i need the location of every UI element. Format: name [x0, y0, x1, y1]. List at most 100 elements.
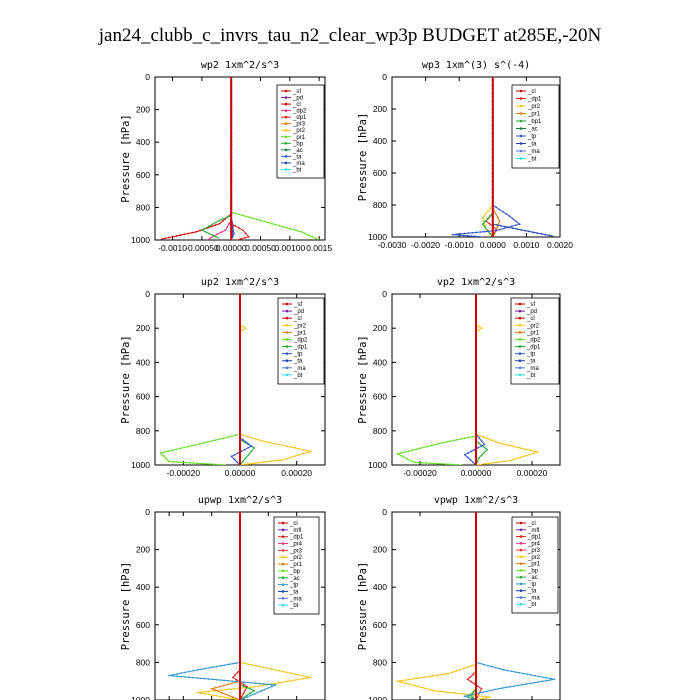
x-tick-label: 0.00000	[216, 243, 247, 253]
series-point_tp	[467, 452, 469, 454]
series-point_tp	[499, 667, 501, 670]
legend-marker	[519, 555, 523, 559]
legend-label: _pr2	[293, 323, 307, 329]
series-point_pr2	[208, 690, 211, 693]
series-point_ac	[249, 688, 252, 691]
series-point_pr2	[465, 693, 467, 696]
series-point_pr1	[221, 692, 224, 694]
legend-marker	[285, 366, 289, 370]
series-point_pr2	[204, 690, 207, 693]
legend-marker	[281, 576, 285, 580]
series-point_tp	[478, 691, 481, 694]
series-point_dp2	[187, 445, 190, 448]
series-point_pr2	[204, 692, 207, 695]
series-point_bp	[215, 221, 217, 224]
series-point_pr2	[233, 687, 235, 690]
series-point_pr2	[528, 449, 531, 452]
series-point_pr2	[482, 697, 484, 700]
series-point_ta	[544, 233, 547, 236]
series-point_pr2	[400, 681, 403, 684]
series-point_ac	[246, 694, 248, 697]
series-line_pr2	[482, 77, 494, 237]
y-tick-label: 800	[136, 426, 150, 436]
series-point_pr2	[451, 671, 453, 674]
legend-label: _bt	[526, 373, 536, 379]
series-point_dp1	[242, 229, 244, 232]
series-point_dp1	[477, 442, 480, 445]
series-point_pr2	[482, 436, 485, 438]
series-point_pr1	[217, 690, 220, 693]
legend-marker	[519, 134, 523, 138]
series-point_pr2	[231, 697, 234, 700]
series-point_pr2	[500, 460, 503, 463]
series-point_pr2	[408, 678, 411, 681]
series-point_pr1	[244, 215, 247, 218]
series-point_tp	[196, 669, 199, 671]
x-tick-label: 0.0015	[306, 243, 332, 253]
y-tick-label: 1000	[131, 695, 150, 700]
panel-2: wp3 1xm^(3) s^(-4) Pressure [hPa] 0 200 400 6…	[357, 60, 573, 250]
series-point_tp	[274, 684, 277, 686]
series-point_tp	[472, 461, 475, 464]
legend-marker	[518, 331, 522, 334]
legend-marker	[284, 168, 288, 171]
legend-marker	[281, 555, 285, 559]
series-point_tp	[506, 669, 509, 672]
legend-label: _ta	[527, 142, 537, 148]
legend-label: _cl	[289, 521, 298, 527]
series-point_ac	[472, 691, 475, 693]
series-point_pr2	[250, 462, 253, 465]
series-point_pr1	[281, 225, 284, 228]
series-point_cl	[187, 232, 190, 235]
series-point_tp	[483, 663, 485, 666]
series-point_tp	[525, 683, 528, 685]
legend-marker	[281, 583, 285, 586]
series-point_pr2	[257, 685, 260, 688]
legend-marker	[281, 535, 285, 538]
series-point_dp1	[242, 683, 245, 686]
series-point_dp2	[216, 233, 219, 235]
series-point_tp	[470, 450, 473, 453]
series-point_pr2	[524, 448, 527, 451]
legend-marker	[285, 331, 289, 334]
legend-marker	[284, 161, 288, 165]
series-point_pr1	[214, 689, 217, 692]
series-point_pr2	[298, 674, 300, 676]
series-point_pr2	[461, 692, 463, 695]
series-point_dp2	[222, 437, 225, 440]
y-tick-label: 400	[136, 137, 150, 147]
series-point_pr2	[508, 459, 511, 462]
series-point_pr2	[257, 439, 260, 441]
series-point_pr1	[210, 687, 213, 690]
series-point_pr2	[286, 671, 289, 674]
series-point_pr2	[219, 695, 222, 698]
series-point_pr2	[420, 686, 423, 689]
series-point_pr2	[293, 455, 296, 458]
series-point_tp	[529, 682, 532, 685]
legend-label: _tp	[526, 352, 536, 358]
series-point_ta	[520, 228, 522, 231]
series-point_dp2	[437, 462, 440, 465]
series-point_dp1	[488, 222, 491, 225]
series-point_tp	[483, 230, 486, 233]
series-point_tp	[498, 208, 501, 211]
series-point_pr1	[278, 224, 281, 227]
series-point_pr2	[497, 441, 500, 444]
series-point_tp	[486, 690, 489, 693]
y-tick-label: 0	[382, 289, 387, 299]
series-point_tp	[479, 662, 481, 665]
y-tick-label: 0	[145, 507, 150, 517]
series-point_dp2	[422, 446, 425, 449]
series-point_pr2	[435, 674, 438, 677]
series-point_pr2	[473, 694, 475, 697]
series-point_dp1	[480, 454, 483, 457]
series-point_ta	[512, 227, 514, 230]
legend-box	[277, 297, 325, 385]
series-point_dp2	[198, 442, 201, 445]
series-point_pr2	[253, 685, 256, 688]
legend-label: _pr1	[527, 112, 541, 118]
legend-marker	[284, 89, 288, 93]
series-point_dp1	[241, 460, 244, 463]
legend-marker	[519, 149, 523, 153]
series-point_pr2	[297, 447, 300, 450]
